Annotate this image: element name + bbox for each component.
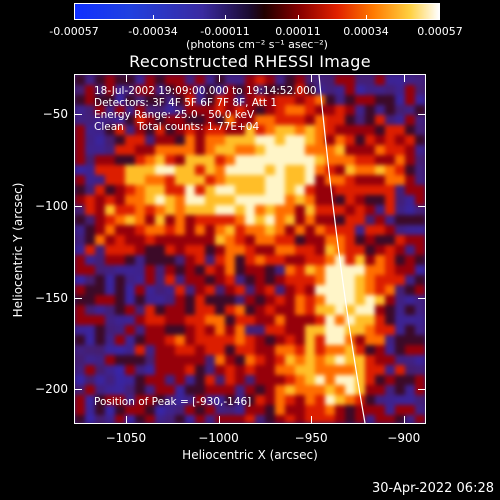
colorbar-tick-label: -0.00011 xyxy=(200,25,250,38)
y-tick xyxy=(74,389,82,391)
info-energy-range: Energy Range: 25.0 - 50.0 keV xyxy=(94,109,255,121)
x-tick-label: −1000 xyxy=(198,431,239,445)
y-tick xyxy=(74,297,82,299)
x-tick xyxy=(125,416,127,424)
y-tick xyxy=(74,114,82,116)
y-tick-label: −50 xyxy=(42,107,68,122)
colorbar-tick-label: 0.00057 xyxy=(417,25,463,38)
y-tick xyxy=(418,114,426,116)
colorbar-gradient xyxy=(75,4,439,19)
info-time-range: 18-Jul-2002 19:09:00.000 to 19:14:52.000 xyxy=(94,85,317,97)
image-title: Reconstructed RHESSI Image xyxy=(129,52,371,71)
colorbar-tick xyxy=(153,15,154,20)
colorbar-tick-label: -0.00034 xyxy=(128,25,178,38)
colorbar-units: (photons cm⁻² s⁻¹ asec⁻²) xyxy=(186,38,328,51)
y-tick xyxy=(418,389,426,391)
rhessi-heatmap xyxy=(75,75,425,423)
x-tick xyxy=(218,74,220,82)
render-timestamp: 30-Apr-2022 06:28 xyxy=(372,481,494,496)
colorbar-tick-label: -0.00057 xyxy=(49,25,99,38)
x-tick xyxy=(125,74,127,82)
info-detectors: Detectors: 3F 4F 5F 6F 7F 8F, Att 1 xyxy=(94,97,278,109)
x-tick xyxy=(218,416,220,424)
image-plot xyxy=(74,74,426,424)
colorbar-tick xyxy=(366,15,367,20)
x-tick xyxy=(403,74,405,82)
y-tick xyxy=(418,297,426,299)
x-tick-label: −950 xyxy=(294,431,328,445)
colorbar-tick-label: 0.00011 xyxy=(275,25,321,38)
solar-limb-overlay xyxy=(318,75,366,423)
solar-limb-line xyxy=(318,75,366,423)
info-algorithm-counts: Clean Total counts: 1.77E+04 xyxy=(94,121,260,133)
y-tick xyxy=(418,205,426,207)
colorbar-tick xyxy=(225,15,226,20)
x-tick-label: −1050 xyxy=(105,431,147,445)
y-tick-label: −200 xyxy=(35,382,68,397)
colorbar-tick xyxy=(298,15,299,20)
y-tick xyxy=(74,205,82,207)
peak-position: Position of Peak = [-930,-146] xyxy=(94,396,252,408)
x-tick xyxy=(311,74,313,82)
x-axis-label: Heliocentric X (arcsec) xyxy=(182,448,318,462)
colorbar-tick-label: 0.00034 xyxy=(343,25,389,38)
y-tick-label: −100 xyxy=(35,198,68,213)
colorbar xyxy=(74,3,440,20)
x-tick xyxy=(403,416,405,424)
y-axis-label: Heliocentric Y (arcsec) xyxy=(11,182,25,318)
x-tick-label: −900 xyxy=(387,431,421,445)
x-tick xyxy=(311,416,313,424)
y-tick-label: −150 xyxy=(35,290,68,305)
